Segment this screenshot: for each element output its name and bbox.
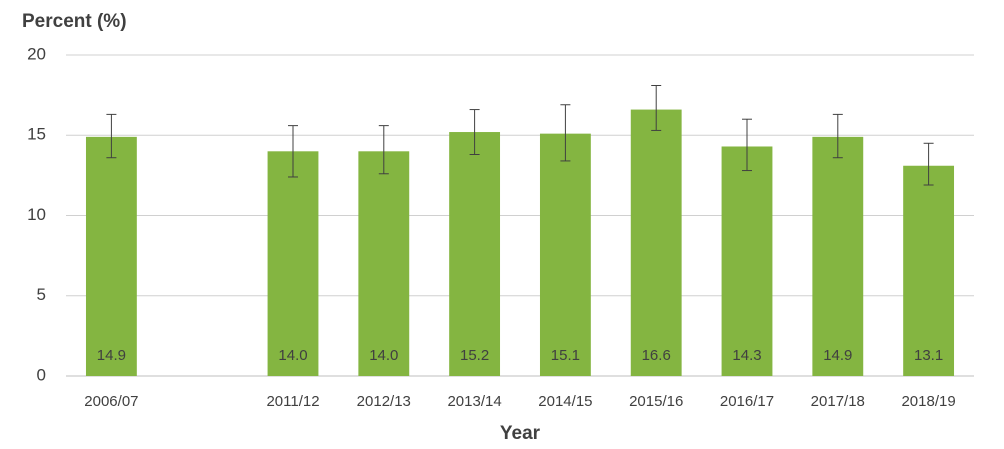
x-tick-label: 2006/07: [84, 393, 138, 410]
x-tick-label: 2016/17: [720, 393, 774, 410]
bar: [358, 151, 410, 376]
value-label: 14.0: [369, 347, 398, 364]
value-label: 15.2: [460, 347, 489, 364]
bar: [721, 146, 773, 376]
x-axis-title: Year: [500, 423, 541, 444]
bar: [903, 165, 955, 376]
bar: [812, 136, 864, 376]
x-tick-label: 2015/16: [629, 393, 683, 410]
x-tick-label: 2018/19: [901, 393, 955, 410]
bar: [449, 132, 501, 376]
bar: [267, 151, 319, 376]
bar: [539, 133, 591, 376]
value-label: 15.1: [551, 347, 580, 364]
y-tick-label: 5: [37, 285, 46, 304]
value-label: 13.1: [914, 347, 943, 364]
bar: [85, 136, 137, 376]
x-tick-label: 2011/12: [266, 393, 319, 410]
x-tick-label: 2017/18: [811, 393, 865, 410]
y-axis-title: Percent (%): [22, 11, 127, 32]
value-label: 14.9: [97, 347, 126, 364]
y-tick-label: 0: [37, 365, 46, 384]
x-tick-label: 2013/14: [447, 393, 501, 410]
bar: [630, 109, 682, 376]
y-tick-label: 15: [27, 125, 46, 144]
value-label: 14.3: [732, 347, 761, 364]
x-tick-label: 2012/13: [357, 393, 411, 410]
y-tick-label: 20: [27, 44, 46, 63]
value-label: 14.9: [823, 347, 852, 364]
value-label: 16.6: [642, 347, 671, 364]
x-tick-label: 2014/15: [538, 393, 592, 410]
value-label: 14.0: [278, 347, 307, 364]
y-tick-label: 10: [27, 205, 46, 224]
